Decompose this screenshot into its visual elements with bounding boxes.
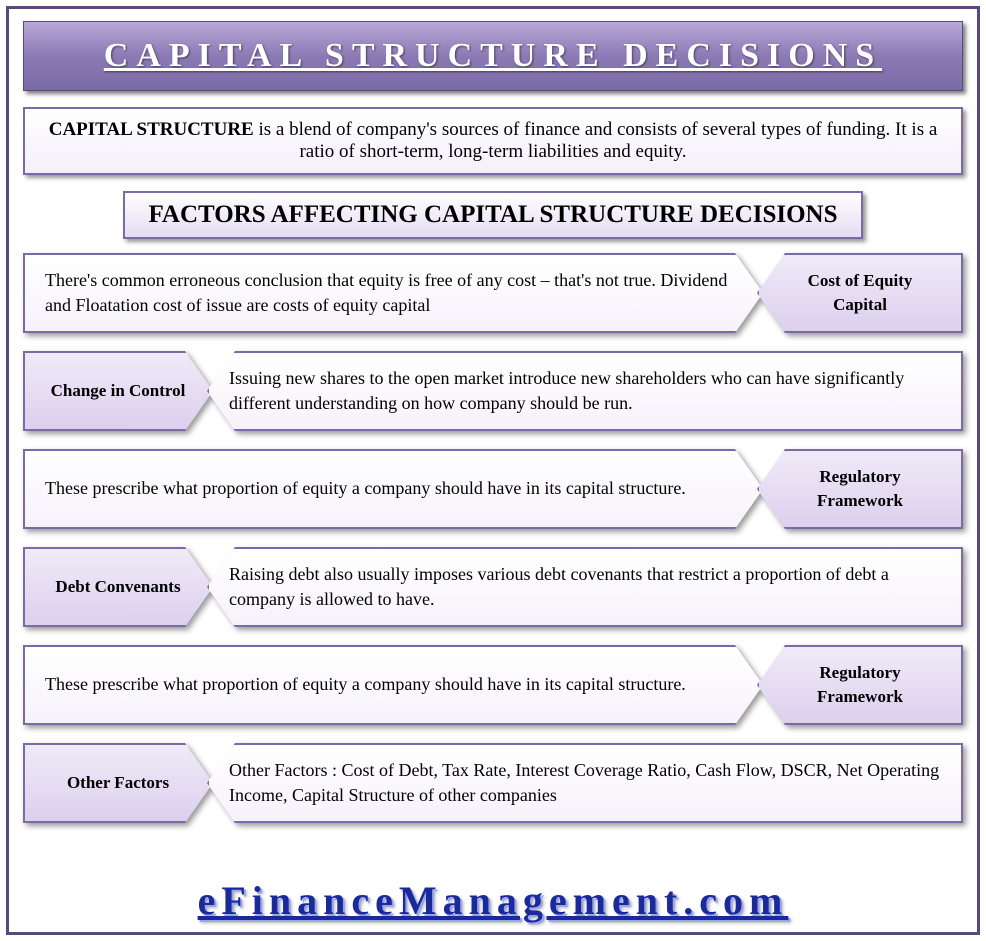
factor-desc: These prescribe what proportion of equit… (23, 449, 763, 529)
factor-row: Debt Convenants Raising debt also usuall… (23, 547, 963, 627)
factor-desc: There's common erroneous conclusion that… (23, 253, 763, 333)
factor-label: Change in Control (23, 351, 213, 431)
factor-desc: These prescribe what proportion of equit… (23, 645, 763, 725)
factor-desc: Other Factors : Cost of Debt, Tax Rate, … (207, 743, 963, 823)
factor-desc: Issuing new shares to the open market in… (207, 351, 963, 431)
definition-text: is a blend of company's sources of finan… (254, 119, 938, 162)
factor-label: Regulatory Framework (757, 645, 963, 725)
page-title: CAPITAL STRUCTURE DECISIONS (23, 21, 963, 91)
factor-label: Other Factors (23, 743, 213, 823)
main-frame: CAPITAL STRUCTURE DECISIONS CAPITAL STRU… (6, 6, 980, 935)
subtitle: FACTORS AFFECTING CAPITAL STRUCTURE DECI… (123, 191, 863, 239)
factor-desc: Raising debt also usually imposes variou… (207, 547, 963, 627)
factor-label: Cost of Equity Capital (757, 253, 963, 333)
footer-link[interactable]: eFinanceManagement.com (9, 877, 977, 924)
factor-row: Other Factors Other Factors : Cost of De… (23, 743, 963, 823)
factor-row: There's common erroneous conclusion that… (23, 253, 963, 333)
factor-label: Regulatory Framework (757, 449, 963, 529)
factor-rows: There's common erroneous conclusion that… (23, 253, 963, 823)
definition-strong: CAPITAL STRUCTURE (49, 119, 254, 140)
factor-row: These prescribe what proportion of equit… (23, 645, 963, 725)
factor-label: Debt Convenants (23, 547, 213, 627)
definition-box: CAPITAL STRUCTURE is a blend of company'… (23, 107, 963, 175)
factor-row: These prescribe what proportion of equit… (23, 449, 963, 529)
factor-row: Change in Control Issuing new shares to … (23, 351, 963, 431)
